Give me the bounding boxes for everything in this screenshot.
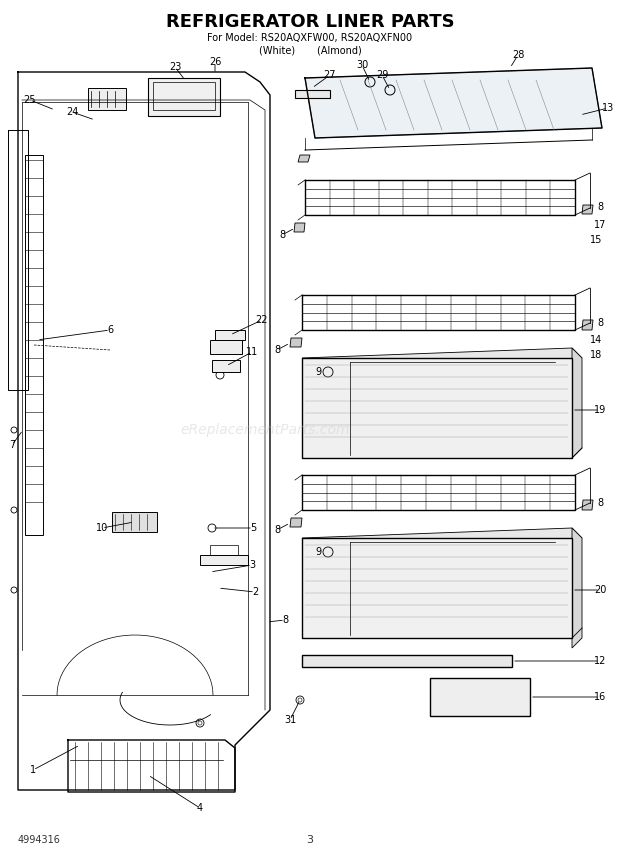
Text: 8: 8 [597, 498, 603, 508]
Text: 10: 10 [96, 523, 108, 533]
Bar [295, 90, 330, 98]
Text: (White)       (Almond): (White) (Almond) [259, 45, 361, 55]
Text: 4994316: 4994316 [18, 835, 61, 845]
Text: 16: 16 [594, 692, 606, 702]
Text: 9: 9 [315, 367, 321, 377]
Bar [210, 545, 238, 555]
Text: 18: 18 [590, 350, 602, 360]
Bar [148, 78, 220, 116]
Bar [210, 340, 242, 354]
Text: 3: 3 [306, 835, 314, 845]
Polygon shape [298, 155, 310, 162]
Polygon shape [302, 528, 582, 548]
Text: 9: 9 [315, 547, 321, 557]
Text: 14: 14 [590, 335, 602, 345]
Bar [88, 88, 126, 110]
Polygon shape [290, 338, 302, 347]
Text: 12: 12 [594, 656, 606, 666]
Text: 25: 25 [24, 95, 36, 105]
Bar [25, 155, 43, 535]
Polygon shape [572, 348, 582, 458]
Text: 29: 29 [376, 70, 388, 80]
Text: 31: 31 [284, 715, 296, 725]
Bar [430, 678, 530, 716]
Polygon shape [582, 205, 593, 214]
Text: 2: 2 [252, 587, 258, 597]
Bar [112, 512, 157, 532]
Text: 5: 5 [250, 523, 256, 533]
Text: 8: 8 [597, 202, 603, 212]
Text: 8: 8 [274, 345, 280, 355]
Text: REFRIGERATOR LINER PARTS: REFRIGERATOR LINER PARTS [166, 13, 454, 31]
Text: 11: 11 [246, 347, 258, 357]
Text: 28: 28 [512, 50, 524, 60]
Text: 1: 1 [30, 765, 36, 775]
Text: 8: 8 [274, 525, 280, 535]
Text: 8: 8 [597, 318, 603, 328]
Text: 8: 8 [279, 230, 285, 240]
Text: 13: 13 [602, 103, 614, 113]
Text: 17: 17 [594, 220, 606, 230]
Text: 15: 15 [590, 235, 602, 245]
Text: 6: 6 [107, 325, 113, 335]
Text: 7: 7 [9, 440, 15, 450]
Text: 24: 24 [66, 107, 78, 117]
Bar [302, 538, 572, 638]
Text: 20: 20 [594, 585, 606, 595]
Polygon shape [582, 500, 593, 510]
Text: 4: 4 [197, 803, 203, 813]
Polygon shape [290, 518, 302, 527]
Text: 23: 23 [169, 62, 181, 72]
Text: For Model: RS20AQXFW00, RS20AQXFN00: For Model: RS20AQXFW00, RS20AQXFN00 [208, 33, 412, 43]
Text: 27: 27 [324, 70, 336, 80]
Bar [212, 360, 240, 372]
Polygon shape [582, 320, 593, 330]
Text: 26: 26 [209, 57, 221, 67]
Polygon shape [302, 348, 582, 368]
Bar [302, 358, 572, 458]
Text: 19: 19 [594, 405, 606, 415]
Text: 3: 3 [249, 560, 255, 570]
Text: 30: 30 [356, 60, 368, 70]
Text: 8: 8 [282, 615, 288, 625]
Polygon shape [305, 68, 602, 138]
Text: eReplacementParts.com: eReplacementParts.com [180, 423, 350, 437]
Bar [153, 82, 215, 110]
Text: 22: 22 [255, 315, 268, 325]
Bar [200, 555, 248, 565]
Polygon shape [572, 528, 582, 648]
Bar [215, 330, 245, 340]
Bar [302, 655, 512, 667]
Polygon shape [294, 223, 305, 232]
